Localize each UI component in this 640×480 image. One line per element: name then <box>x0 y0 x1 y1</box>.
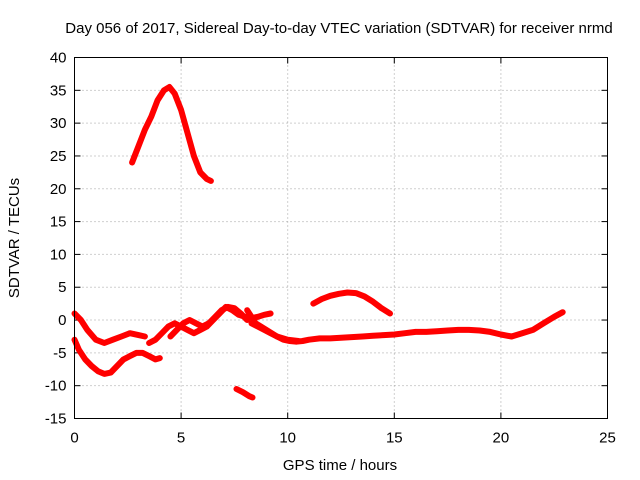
y-tick-label: -15 <box>45 411 67 428</box>
y-tick-label: 40 <box>50 50 67 67</box>
plot-series <box>71 84 566 401</box>
y-tick-label: 0 <box>58 312 66 329</box>
x-tick-label: 25 <box>599 430 616 447</box>
x-tick-label: 15 <box>386 430 403 447</box>
y-tick-label: 30 <box>50 115 67 132</box>
x-axis-label: GPS time / hours <box>283 457 397 474</box>
y-tick-label: -10 <box>45 378 67 395</box>
y-tick-label: 15 <box>50 214 67 231</box>
y-axis-label: SDTVAR / TECUs <box>6 178 23 298</box>
y-tick-label: 10 <box>50 246 67 263</box>
x-tick-label: 0 <box>70 430 78 447</box>
y-tick-label: 20 <box>50 181 67 198</box>
chart-title: Day 056 of 2017, Sidereal Day-to-day VTE… <box>65 20 612 37</box>
y-tick-label: 25 <box>50 148 67 165</box>
x-axis-tick-labels: 0 5 10 15 20 25 <box>70 430 616 447</box>
x-tick-label: 10 <box>279 430 296 447</box>
data-series-line <box>71 336 163 377</box>
y-tick-label: -5 <box>53 345 66 362</box>
y-tick-label: 35 <box>50 82 67 99</box>
data-series-line <box>244 307 302 344</box>
data-series-line <box>71 310 148 346</box>
data-series-line <box>167 303 251 340</box>
y-tick-label: 5 <box>58 279 66 296</box>
plot-frame <box>74 57 608 419</box>
data-series-line <box>233 386 256 401</box>
x-tick-label: 20 <box>493 430 510 447</box>
data-series-line <box>248 309 566 345</box>
y-axis-tick-labels: -15 -10 -5 0 5 10 15 20 25 30 35 40 <box>45 50 67 428</box>
data-series-line <box>310 289 393 317</box>
data-series-line <box>129 84 214 184</box>
x-tick-label: 5 <box>177 430 185 447</box>
